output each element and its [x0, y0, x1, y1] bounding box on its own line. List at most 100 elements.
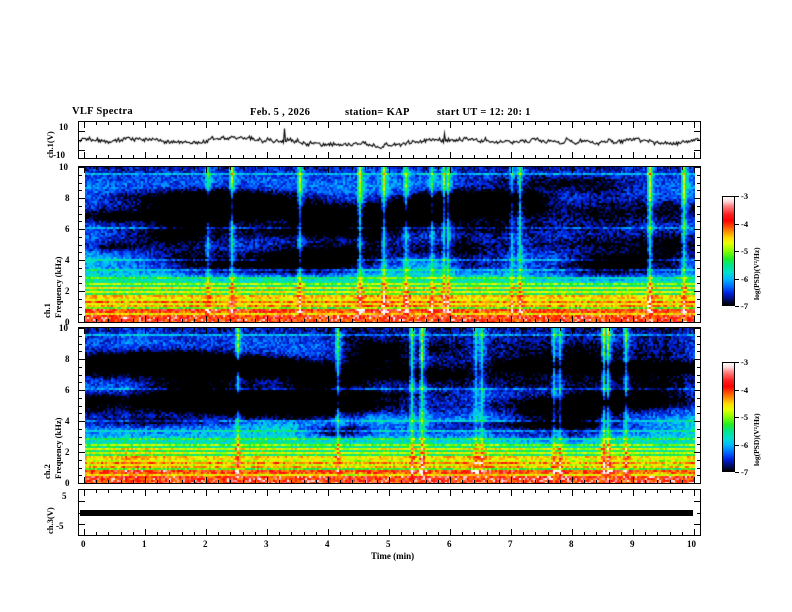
axis-tick [511, 316, 512, 322]
axis-tick [133, 155, 134, 158]
axis-tick [596, 167, 597, 170]
colorbar-ch1-title: log(PSD)(V²/Hz) [752, 247, 761, 300]
axis-tick [121, 328, 122, 331]
axis-tick [291, 167, 292, 170]
axis-tick [621, 480, 622, 483]
axis-tick [267, 490, 268, 496]
axis-tick [182, 480, 183, 483]
axis-tick [621, 122, 622, 125]
colorbar-tick-label: -7 [741, 301, 749, 311]
axis-tick [79, 198, 85, 199]
axis-tick [413, 532, 414, 535]
axis-tick [697, 140, 700, 141]
axis-tick [79, 413, 82, 414]
axis-tick [243, 490, 244, 493]
axis-tick [389, 328, 390, 334]
axis-tick [316, 490, 317, 493]
axis-tick [267, 328, 268, 334]
axis-tick [462, 319, 463, 322]
axis-tick [621, 167, 622, 170]
axis-tick [389, 122, 390, 128]
axis-tick [462, 480, 463, 483]
axis-tick [438, 319, 439, 322]
axis-tick [462, 155, 463, 158]
ch2-ytick-label: 0 [65, 478, 70, 488]
axis-tick [694, 198, 700, 199]
axis-tick [694, 328, 700, 329]
axis-tick [670, 122, 671, 125]
axis-tick [499, 328, 500, 331]
colorbar-tick [735, 251, 739, 252]
colorbar-tick [735, 306, 739, 307]
axis-tick [316, 532, 317, 535]
axis-tick [316, 480, 317, 483]
ch2-spectrogram-image [85, 328, 695, 483]
axis-tick [548, 328, 549, 331]
axis-tick [79, 351, 82, 352]
axis-tick [79, 140, 82, 141]
axis-tick [79, 444, 82, 445]
axis-tick [316, 167, 317, 170]
axis-tick [697, 413, 700, 414]
colorbar-tick [735, 417, 739, 418]
axis-tick [462, 532, 463, 535]
axis-tick [572, 529, 573, 535]
axis-tick [535, 319, 536, 322]
panel-ch3-waveform [78, 489, 701, 536]
axis-tick [352, 155, 353, 158]
axis-tick [633, 529, 634, 535]
axis-tick [169, 122, 170, 125]
axis-tick [194, 167, 195, 170]
axis-tick [108, 480, 109, 483]
axis-tick [682, 480, 683, 483]
ch2-spec-axis-label-2: Frequency (kHz) [53, 417, 63, 479]
axis-tick [621, 328, 622, 331]
axis-tick [230, 532, 231, 535]
axis-tick [438, 490, 439, 493]
axis-tick [697, 299, 700, 300]
axis-tick [609, 490, 610, 493]
axis-tick [145, 477, 146, 483]
axis-tick [157, 480, 158, 483]
axis-tick [523, 480, 524, 483]
axis-tick [96, 319, 97, 322]
axis-tick [121, 122, 122, 125]
axis-tick [401, 155, 402, 158]
axis-tick [560, 328, 561, 331]
axis-tick [79, 283, 82, 284]
axis-tick [157, 155, 158, 158]
axis-tick [535, 532, 536, 535]
axis-tick [474, 532, 475, 535]
axis-tick [79, 307, 82, 308]
axis-tick [96, 167, 97, 170]
axis-tick [487, 532, 488, 535]
axis-tick [584, 328, 585, 331]
axis-tick [694, 131, 700, 132]
axis-tick [96, 328, 97, 331]
axis-tick [697, 276, 700, 277]
axis-tick [79, 268, 82, 269]
axis-tick [487, 167, 488, 170]
axis-tick [243, 167, 244, 170]
axis-tick [145, 490, 146, 496]
axis-tick [230, 122, 231, 125]
axis-tick [413, 319, 414, 322]
axis-tick [377, 328, 378, 331]
axis-tick [279, 155, 280, 158]
axis-tick [670, 319, 671, 322]
axis-tick [365, 532, 366, 535]
axis-tick [697, 406, 700, 407]
axis-tick [279, 167, 280, 170]
axis-tick [218, 490, 219, 493]
axis-tick [157, 328, 158, 331]
axis-tick [96, 155, 97, 158]
axis-tick [596, 480, 597, 483]
axis-tick [596, 490, 597, 493]
axis-tick [255, 155, 256, 158]
ch3-ytick-neg5: -5 [56, 521, 64, 531]
axis-tick [694, 524, 700, 525]
axis-tick [169, 167, 170, 170]
xaxis-tick-label: 0 [81, 539, 86, 549]
axis-tick [401, 122, 402, 125]
